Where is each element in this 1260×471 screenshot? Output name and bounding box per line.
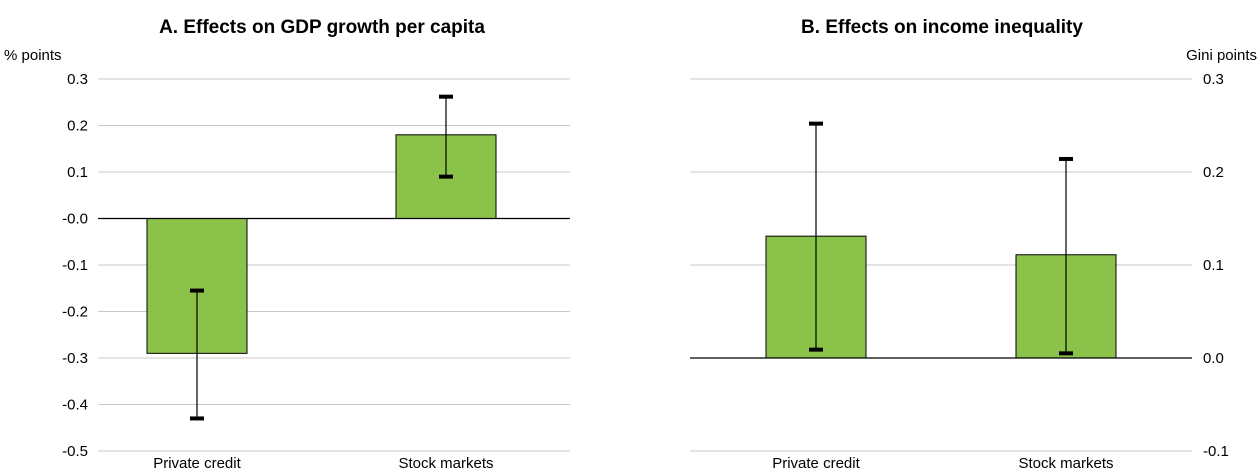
panel-b-y-ticks: -0.1 0.0 0.1 0.2 0.3 <box>1203 71 1229 460</box>
y-tick-label: -0.4 <box>62 397 88 414</box>
y-tick-label: -0.1 <box>62 257 88 274</box>
panel-b-x-labels: Private credit Stock markets <box>772 455 1113 471</box>
y-tick-label: 0.1 <box>67 164 88 181</box>
y-tick-label: -0.2 <box>62 304 88 321</box>
x-category-label: Stock markets <box>398 455 493 471</box>
y-tick-label: -0.0 <box>62 211 88 228</box>
panel-b-unit-label: Gini points <box>1186 47 1257 64</box>
panel-b-error-bars <box>809 121 1073 356</box>
y-tick-label: -0.1 <box>1203 443 1229 460</box>
panel-a-error-bars <box>190 94 453 421</box>
y-tick-label: 0.1 <box>1203 257 1224 274</box>
x-category-label: Private credit <box>153 455 241 471</box>
panel-a-gdp-growth: A. Effects on GDP growth per capita % po… <box>4 17 570 471</box>
panel-b-title: B. Effects on income inequality <box>801 17 1083 38</box>
panel-a-y-ticks: -0.5 -0.4 -0.3 -0.2 -0.1 -0.0 0.1 0.2 0.3 <box>62 71 88 460</box>
x-category-label: Private credit <box>772 455 860 471</box>
y-tick-label: -0.5 <box>62 443 88 460</box>
y-tick-label: 0.3 <box>67 71 88 88</box>
panel-a-bars <box>146 134 497 354</box>
panel-b-bars <box>765 235 1117 359</box>
panel-b-income-inequality: B. Effects on income inequality Gini poi… <box>690 17 1257 471</box>
y-tick-label: 0.2 <box>1203 164 1224 181</box>
x-category-label: Stock markets <box>1018 455 1113 471</box>
y-tick-label: 0.2 <box>67 118 88 135</box>
panel-a-unit-label: % points <box>4 47 62 64</box>
panel-b-gridlines <box>690 78 1192 452</box>
y-tick-label: -0.3 <box>62 350 88 367</box>
panel-a-x-labels: Private credit Stock markets <box>153 455 493 471</box>
panel-a-title: A. Effects on GDP growth per capita <box>159 17 485 38</box>
y-tick-label: 0.0 <box>1203 350 1224 367</box>
y-tick-label: 0.3 <box>1203 71 1224 88</box>
